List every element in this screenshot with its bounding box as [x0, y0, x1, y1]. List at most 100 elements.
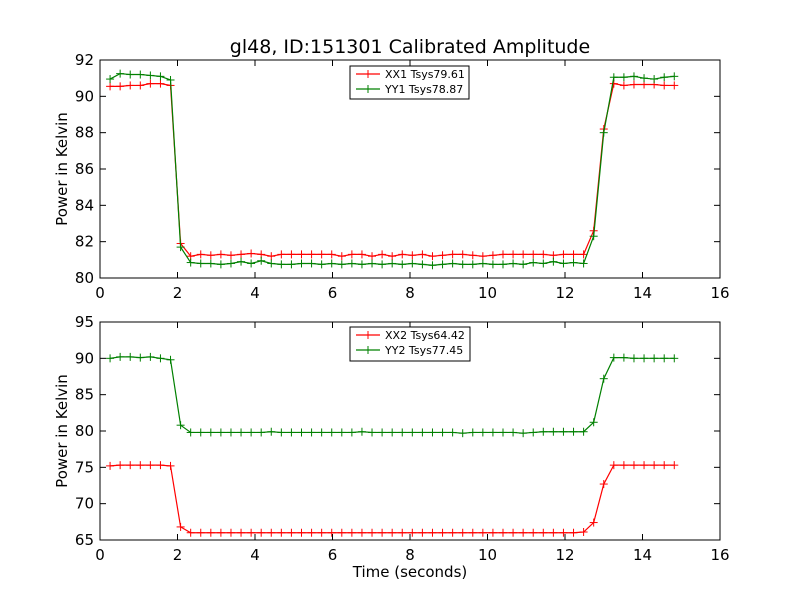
legend-label: XX2 Tsys64.42: [385, 329, 465, 342]
data-point: [499, 250, 507, 259]
y-axis-label: Power in Kelvin: [53, 112, 71, 226]
x-tick-label: 16: [710, 284, 729, 302]
data-point: [136, 70, 145, 79]
data-point: [428, 428, 437, 437]
y-axis-label: Power in Kelvin: [53, 374, 71, 488]
data-point: [650, 461, 659, 470]
data-point: [347, 528, 356, 537]
data-point: [519, 528, 528, 537]
x-tick-label: 4: [250, 284, 260, 302]
data-point: [186, 528, 195, 537]
data-point: [347, 428, 356, 437]
data-point: [226, 251, 235, 260]
data-point: [337, 428, 346, 437]
data-point: [408, 528, 417, 537]
data-point: [519, 260, 528, 269]
data-point: [106, 354, 115, 363]
data-point: [267, 252, 276, 261]
data-point: [106, 461, 115, 470]
data-point: [317, 250, 326, 259]
data-point: [488, 251, 497, 260]
data-point: [146, 79, 155, 88]
data-point: [529, 528, 538, 537]
data-point: [146, 352, 155, 361]
chart-panel-1: 0 2 4 6 8 10 12 14 16 80 82 84 86 88 90 92 Power in Kelv…: [53, 51, 730, 302]
data-point: [448, 428, 457, 437]
data-point: [569, 250, 578, 259]
data-point: [196, 428, 205, 437]
data-point: [166, 355, 175, 364]
data-point: [468, 251, 477, 260]
data-point: [206, 528, 215, 537]
data-point: [156, 354, 165, 363]
data-point: [529, 250, 538, 259]
data-point: [166, 75, 175, 84]
data-point: [136, 81, 145, 90]
data-point: [368, 252, 377, 261]
data-point: [458, 429, 467, 438]
data-point: [418, 528, 427, 537]
data-point: [579, 528, 588, 537]
data-point: [539, 427, 548, 436]
data-point: [448, 250, 457, 259]
data-point: [519, 250, 528, 259]
data-point: [166, 461, 175, 470]
legend: XX1 Tsys79.61 YY1 Tsys78.87: [349, 65, 470, 100]
data-point: [307, 259, 316, 268]
data-point: [499, 528, 507, 537]
data-point: [549, 257, 558, 266]
data-point: [146, 461, 155, 470]
data-point: [499, 428, 507, 437]
data-point: [357, 250, 366, 259]
data-point: [468, 428, 477, 437]
data-point: [589, 418, 598, 427]
data-point: [660, 461, 669, 470]
data-point: [317, 428, 326, 437]
data-point: [660, 354, 669, 363]
data-point: [136, 461, 145, 470]
data-point: [327, 250, 336, 259]
data-point: [670, 461, 679, 470]
data-point: [569, 528, 578, 537]
data-point: [640, 74, 649, 83]
legend-label: YY2 Tsys77.45: [384, 344, 463, 357]
data-point: [468, 528, 477, 537]
data-point: [277, 260, 286, 269]
data-point: [398, 250, 407, 259]
data-point: [226, 259, 235, 268]
data-point: [499, 260, 507, 269]
data-point: [488, 428, 497, 437]
data-point: [156, 461, 165, 470]
data-point: [539, 250, 548, 259]
data-point: [176, 522, 185, 531]
data-point: [297, 428, 306, 437]
data-point: [408, 428, 417, 437]
x-tick-label: 8: [405, 546, 415, 564]
data-point: [106, 82, 115, 91]
chart-title: gl48, ID:151301 Calibrated Amplitude: [230, 36, 590, 58]
data-point: [368, 528, 377, 537]
data-point: [287, 528, 296, 537]
data-point: [257, 428, 266, 437]
y-tick-label: 82: [75, 233, 94, 251]
data-point: [337, 260, 346, 269]
data-point: [247, 259, 256, 268]
data-point: [277, 528, 286, 537]
x-tick-label: 6: [328, 546, 338, 564]
data-point: [297, 259, 306, 268]
data-point: [599, 374, 608, 383]
data-point: [488, 528, 497, 537]
data-point: [529, 258, 538, 267]
data-point: [247, 428, 256, 437]
data-point: [337, 528, 346, 537]
data-point: [529, 428, 538, 437]
data-point: [458, 250, 467, 259]
data-point: [549, 427, 558, 436]
x-tick-label: 6: [328, 284, 338, 302]
data-point: [670, 72, 679, 81]
legend-entry: YY2 Tsys77.45: [356, 344, 463, 357]
x-tick-label: 0: [95, 546, 105, 564]
data-point: [216, 428, 225, 437]
y-tick-label: 65: [75, 531, 94, 549]
x-tick-label: 8: [405, 284, 415, 302]
